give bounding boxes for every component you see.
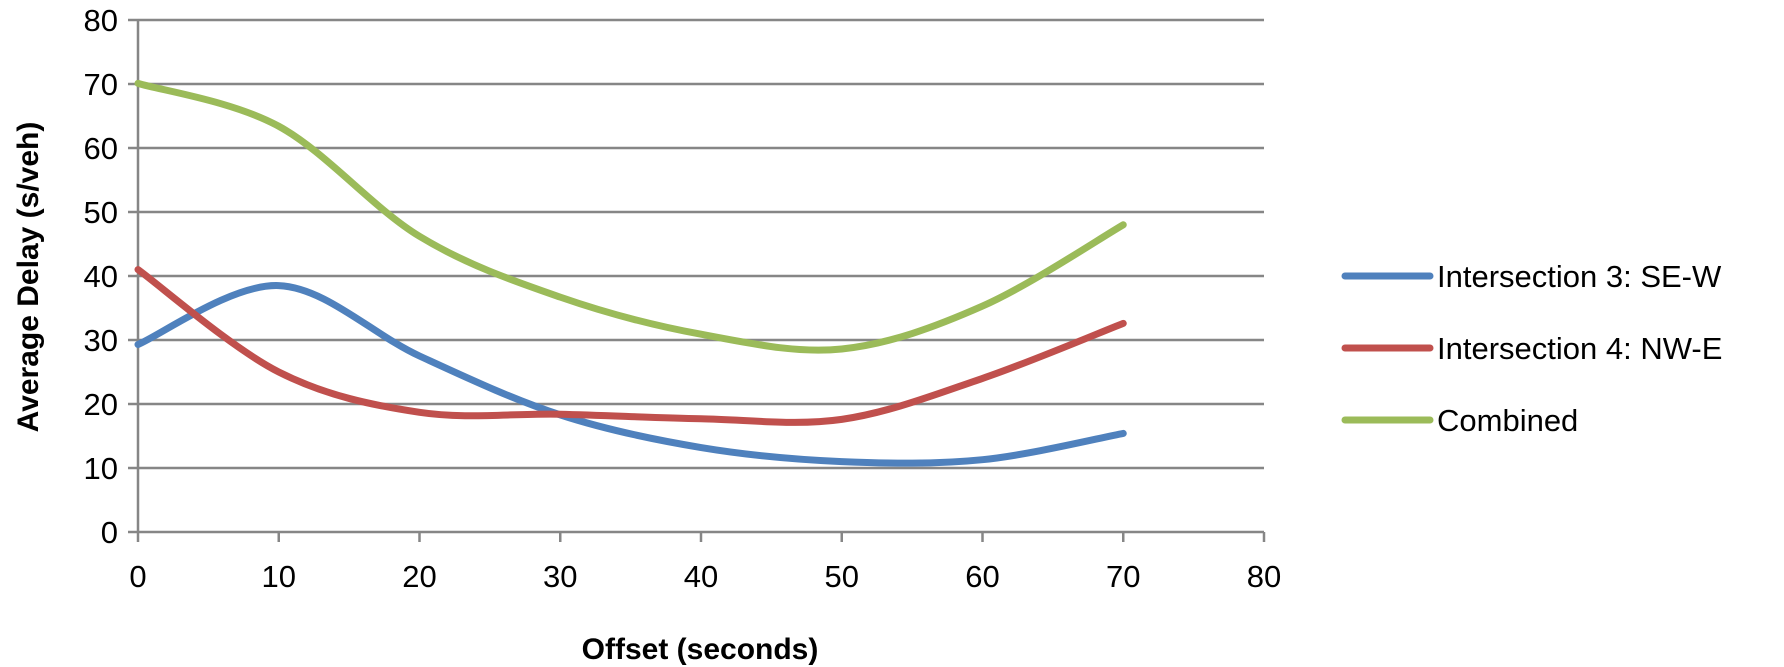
y-tick-label: 50 <box>84 195 118 230</box>
y-tick-label: 20 <box>84 387 118 422</box>
x-tick-label: 10 <box>262 559 296 594</box>
x-tick-label: 0 <box>129 559 146 594</box>
series-lines <box>138 83 1123 463</box>
legend: Intersection 3: SE-W Intersection 4: NW-E… <box>1345 259 1722 438</box>
legend-label: Combined <box>1437 403 1578 438</box>
x-tick-label: 60 <box>965 559 999 594</box>
x-tick-label: 80 <box>1247 559 1281 594</box>
y-tick-label: 60 <box>84 131 118 166</box>
legend-label: Intersection 3: SE-W <box>1437 259 1722 294</box>
y-tick-label: 30 <box>84 323 118 358</box>
y-tick-label: 70 <box>84 67 118 102</box>
x-tick-label: 40 <box>684 559 718 594</box>
tick-labels: 0 10 20 30 40 50 60 70 80 0 10 20 30 40 50 60 70 80 <box>84 3 1282 594</box>
y-axis-title: Average Delay (s/veh) <box>12 122 45 433</box>
x-tick-label: 30 <box>543 559 577 594</box>
y-tick-label: 40 <box>84 259 118 294</box>
x-axis-title: Offset (seconds) <box>582 633 819 666</box>
x-tick-label: 20 <box>402 559 436 594</box>
y-tick-label: 0 <box>101 515 118 550</box>
y-tick-label: 80 <box>84 3 118 38</box>
x-tick-label: 50 <box>825 559 859 594</box>
x-tick-label: 70 <box>1106 559 1140 594</box>
y-tick-label: 10 <box>84 451 118 486</box>
legend-label: Intersection 4: NW-E <box>1437 331 1722 366</box>
axes <box>128 20 1264 542</box>
series-line-combined <box>138 83 1123 350</box>
series-line-intersection-4-nw-e <box>138 270 1123 423</box>
